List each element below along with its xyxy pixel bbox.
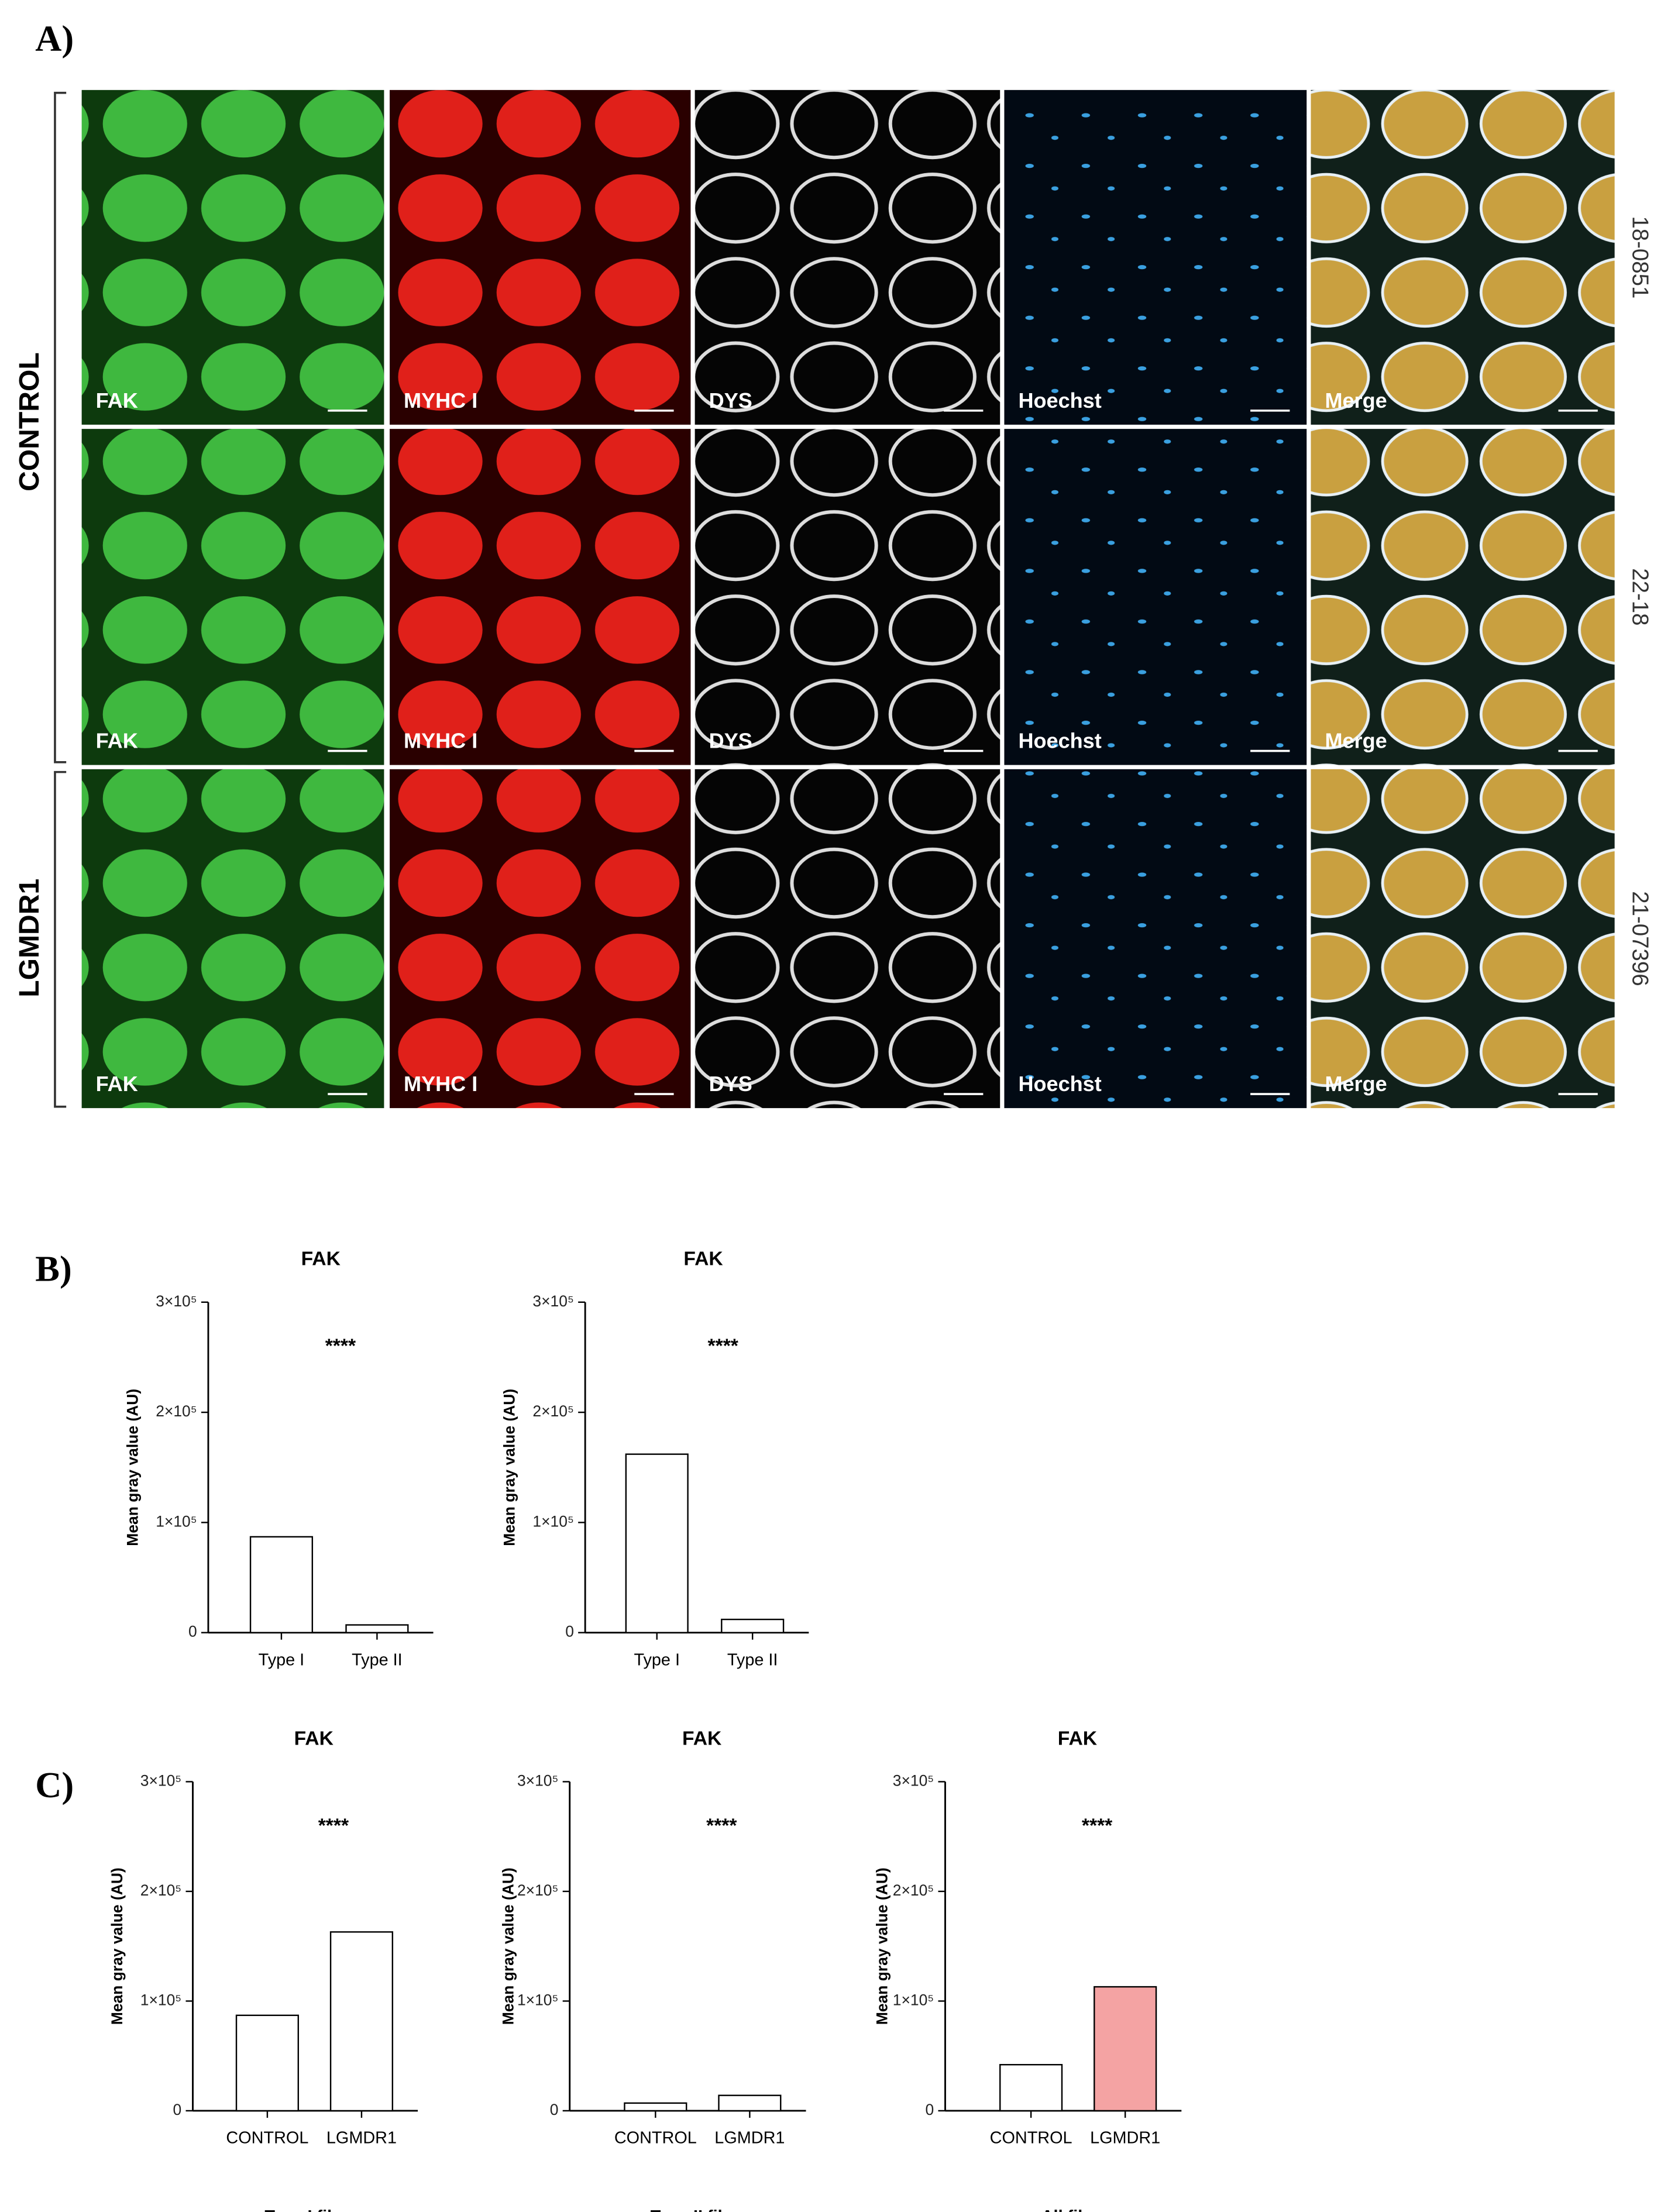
x-tick-label: LGMDR1 [714, 2129, 785, 2148]
channel-label: Merge [1325, 1072, 1387, 1096]
group-brackets [54, 91, 67, 1108]
significance: **** [325, 1336, 356, 1357]
bar [235, 2014, 299, 2112]
channel-label: Hoechst [1018, 1072, 1101, 1096]
bar [999, 2063, 1063, 2112]
y-axis-label: Mean gray value (AU) [501, 1389, 518, 1546]
channel-label: MYHC I [404, 388, 477, 412]
channel-label: DYS [709, 1072, 752, 1096]
x-tick-label: Type II [727, 1650, 778, 1669]
micrograph [1311, 429, 1615, 765]
x-tick-label: Type I [634, 1650, 680, 1669]
y-tick-label: 1×10⁵ [893, 1991, 934, 2008]
y-tick-label: 2×10⁵ [532, 1402, 574, 1420]
x-tick-label: CONTROL [226, 2129, 308, 2148]
sample-id: 21-07396 [1627, 891, 1652, 986]
y-tick-label: 0 [926, 2101, 934, 2118]
x-axis-label: Type I fibers [264, 2207, 363, 2212]
y-tick-label: 2×10⁵ [156, 1402, 197, 1420]
y-axis-label: Mean gray value (AU) [874, 1867, 891, 2025]
channel-label: Merge [1325, 729, 1387, 753]
channel-label: Hoechst [1018, 729, 1101, 753]
micrograph [1004, 429, 1307, 765]
micrograph [1004, 769, 1307, 1109]
bar [625, 1453, 689, 1633]
micrograph [1004, 90, 1307, 425]
channel-label: FAK [96, 729, 138, 753]
x-axis-label: Type II fibers [651, 2207, 754, 2212]
micrograph [81, 769, 384, 1109]
y-tick-label: 0 [173, 2101, 182, 2118]
micrograph [1311, 90, 1615, 425]
chart-title: FAK [1058, 1728, 1097, 1749]
significance: **** [1082, 1815, 1113, 1836]
x-tick-label: CONTROL [614, 2129, 697, 2148]
micrograph [1311, 769, 1615, 1109]
micrograph [81, 90, 384, 425]
y-tick-label: 1×10⁵ [517, 1991, 559, 2008]
channel-label: MYHC I [404, 1072, 477, 1096]
y-tick-label: 3×10⁵ [532, 1292, 574, 1310]
bar [624, 2102, 687, 2112]
bar [721, 1618, 785, 1633]
y-tick-label: 0 [565, 1623, 574, 1640]
y-tick-label: 0 [188, 1623, 197, 1640]
micrograph [390, 769, 691, 1109]
y-tick-label: 2×10⁵ [140, 1881, 182, 1899]
x-tick-label: LGMDR1 [1090, 2129, 1160, 2148]
channel-label: Merge [1325, 388, 1387, 412]
micrograph [694, 429, 1000, 765]
y-tick-label: 0 [550, 2101, 559, 2118]
x-tick-label: CONTROL [990, 2129, 1072, 2148]
significance: **** [706, 1815, 737, 1836]
bar [345, 1624, 409, 1633]
chart-title: FAK [294, 1728, 333, 1749]
micrograph [81, 429, 384, 765]
significance: **** [708, 1336, 739, 1357]
y-axis-label: Mean gray value (AU) [124, 1389, 142, 1546]
y-tick-label: 1×10⁵ [156, 1512, 197, 1530]
y-tick-label: 3×10⁵ [893, 1771, 934, 1789]
micrograph [390, 429, 691, 765]
y-axis-label: Mean gray value (AU) [108, 1867, 126, 2025]
bar [718, 2094, 782, 2112]
micrograph [694, 90, 1000, 425]
group-label: CONTROL [13, 352, 45, 491]
x-tick-label: LGMDR1 [326, 2129, 397, 2148]
y-tick-label: 1×10⁵ [140, 1991, 182, 2008]
bar [1094, 1986, 1157, 2112]
channel-label: FAK [96, 1072, 138, 1096]
channel-label: DYS [709, 388, 752, 412]
micrograph [694, 769, 1000, 1109]
y-axis-label: Mean gray value (AU) [499, 1867, 517, 2025]
y-tick-label: 3×10⁵ [156, 1292, 197, 1310]
channel-label: FAK [96, 388, 138, 412]
y-tick-label: 1×10⁵ [532, 1512, 574, 1530]
x-tick-label: Type II [352, 1650, 403, 1669]
micrograph [390, 90, 691, 425]
y-tick-label: 3×10⁵ [140, 1771, 182, 1789]
x-tick-label: Type I [259, 1650, 305, 1669]
chart-title: FAK [683, 1248, 723, 1270]
y-tick-label: 2×10⁵ [893, 1881, 934, 1899]
chart-title: FAK [682, 1728, 721, 1749]
chart-title: FAK [301, 1248, 341, 1270]
panel-label: A) [35, 18, 74, 59]
x-axis-label: All fibers [1041, 2207, 1113, 2212]
group-label: LGMDR1 [13, 879, 45, 997]
bar [249, 1536, 314, 1633]
sample-id: 22-18 [1627, 568, 1652, 625]
channel-label: MYHC I [404, 729, 477, 753]
panel-label: C) [35, 1764, 74, 1805]
bar [329, 1931, 394, 2112]
significance: **** [318, 1815, 349, 1836]
channel-label: DYS [709, 729, 752, 753]
y-tick-label: 3×10⁵ [517, 1771, 559, 1789]
y-tick-label: 2×10⁵ [517, 1881, 559, 1899]
panel-label: B) [35, 1248, 71, 1289]
sample-id: 18-0851 [1627, 216, 1652, 298]
channel-label: Hoechst [1018, 388, 1101, 412]
